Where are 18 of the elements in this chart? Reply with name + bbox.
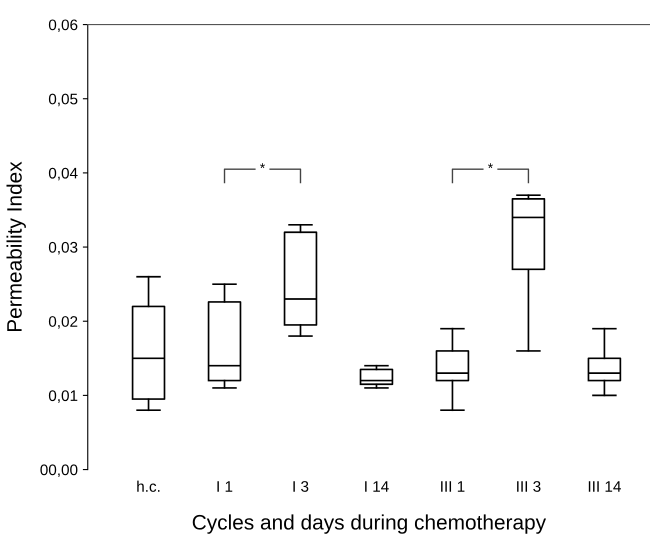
x-tick-label: III 1 [441, 481, 464, 492]
x-tick-label: III 3 [517, 481, 540, 492]
y-tick-label: 0,03 [48, 242, 78, 255]
y-tick-label: 0,04 [48, 168, 78, 180]
x-axis-title: Cycles and days during chemotherapy [192, 514, 546, 534]
x-tick-label: I 14 [365, 481, 389, 492]
annotation: * [260, 163, 265, 168]
x-tick-label: h.c. [137, 480, 160, 492]
y-tick-label: 0,06 [48, 19, 78, 32]
x-tick-label: I 1 [217, 481, 232, 492]
y-tick-label: 0,05 [48, 94, 78, 106]
y-tick-label: 0,02 [48, 316, 78, 329]
y-tick-label: 0,01 [48, 390, 78, 403]
annotation: * [488, 163, 493, 168]
y-axis-title: Permeability Index [6, 162, 26, 332]
y-tick-label: 00,00 [40, 464, 78, 478]
x-tick-label: III 14 [588, 481, 621, 492]
x-tick-label: I 3 [293, 481, 308, 492]
